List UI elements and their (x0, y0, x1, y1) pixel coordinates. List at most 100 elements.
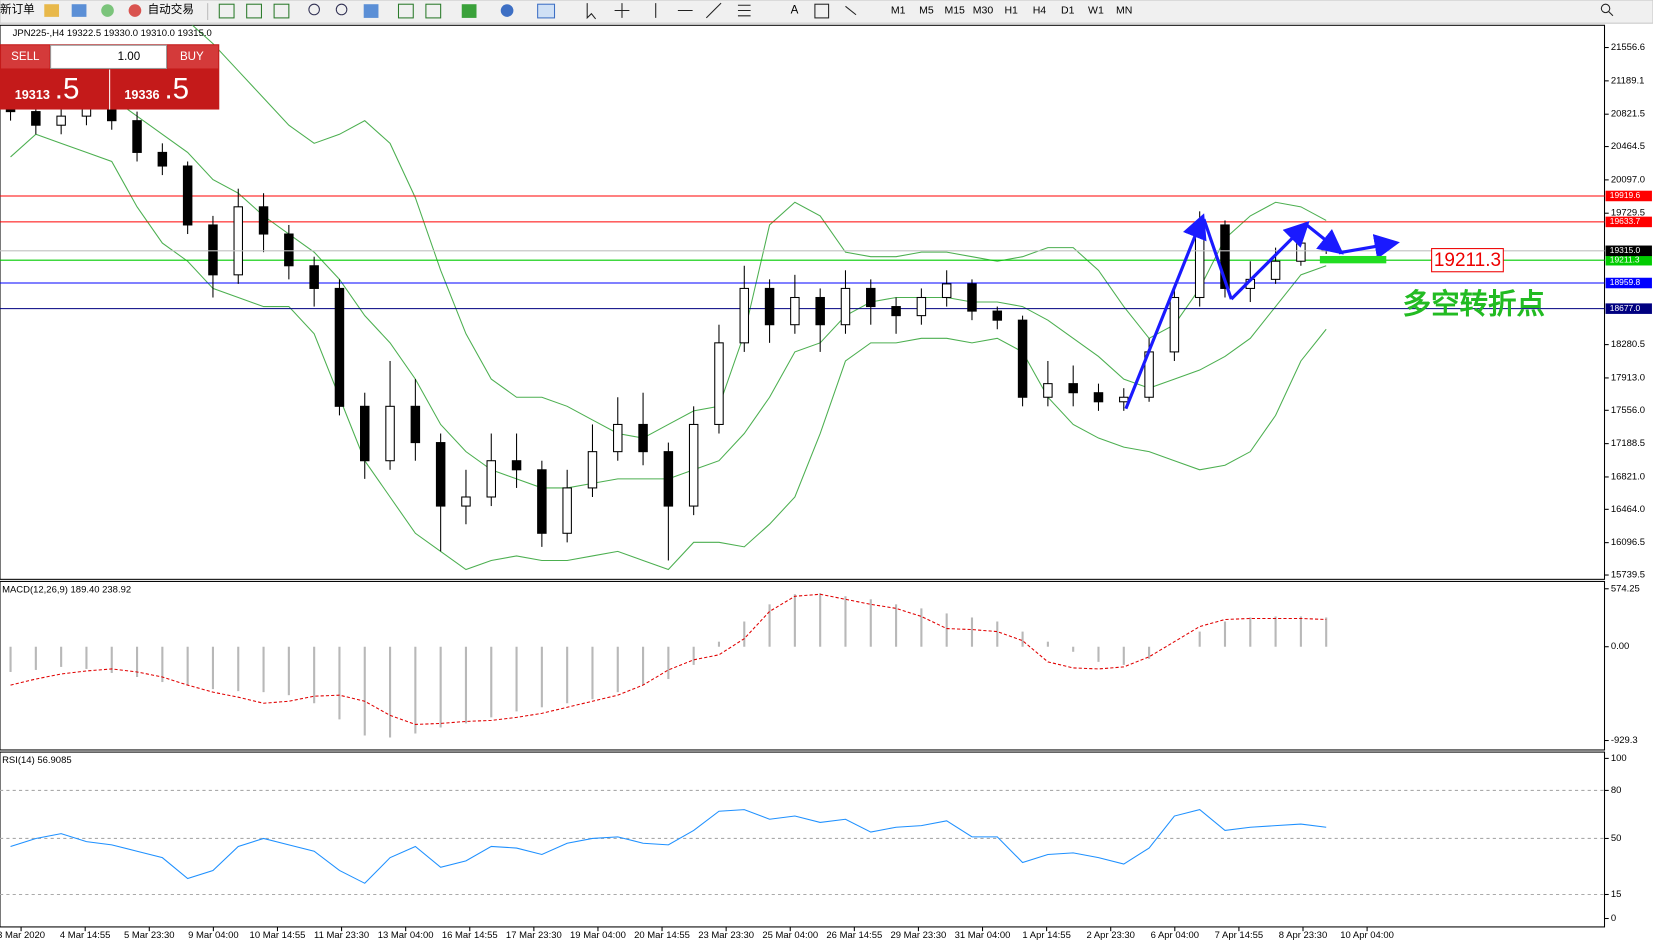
buy-pip[interactable]: .5 (164, 72, 189, 105)
x-tick-label: 10 Mar 14:55 (250, 930, 306, 941)
price-level-tag (1605, 216, 1652, 228)
icon[interactable] (71, 4, 87, 17)
y-tick-label: 20464.5 (1611, 141, 1645, 152)
price-level-tag (1605, 277, 1652, 289)
y-tick-label: 16096.5 (1611, 537, 1645, 548)
rsi-panel (0, 751, 1606, 928)
x-tick-label: 1 Apr 14:55 (1022, 930, 1070, 941)
sell-button[interactable] (1, 45, 50, 69)
timeframe-button[interactable]: M1 (891, 4, 906, 16)
search-icon[interactable] (1600, 3, 1611, 14)
candle-body (941, 283, 952, 299)
candle-body (866, 287, 876, 308)
y-tick-label: -929.3 (1611, 735, 1638, 746)
x-tick-label: 7 Apr 14:55 (1215, 930, 1263, 941)
sell-pip[interactable]: .5 (55, 72, 80, 105)
bollinger-band (191, 25, 1327, 439)
timeframe-button[interactable]: H1 (1004, 4, 1018, 16)
toolbar: 新订单 自动交易 A M1 M5 M15 M30 H1 H4 D1 W1 MN (0, 0, 1653, 24)
icon[interactable] (537, 3, 556, 19)
lot-input[interactable] (50, 44, 168, 69)
candle-body (663, 451, 674, 507)
icon[interactable] (101, 4, 114, 17)
candle-body (537, 469, 547, 534)
y-tick-label: 19729.5 (1611, 208, 1645, 219)
toolbar-bg (0, 0, 1653, 24)
sell-price[interactable]: 19313 (15, 88, 50, 102)
icon[interactable] (308, 3, 320, 16)
arrow (1202, 218, 1233, 300)
candle-body (562, 487, 572, 534)
price-level-label: 18677.0 (1610, 303, 1641, 313)
timeframe-button[interactable]: W1 (1088, 4, 1104, 16)
timeframe-button[interactable]: MN (1116, 4, 1132, 16)
timeframe-button[interactable]: H4 (1033, 4, 1047, 16)
buy-price[interactable]: 19336 (124, 88, 159, 102)
candle-body (511, 460, 522, 471)
auto-trading[interactable]: 自动交易 (148, 2, 194, 16)
icon[interactable] (397, 3, 414, 19)
y-tick-label: 20097.0 (1611, 174, 1645, 185)
icon[interactable] (461, 4, 477, 18)
one-click-panel: SELL 1.00 BUY 19313 .5 19336 .5 (0, 44, 220, 110)
y-tick-label: 15739.5 (1611, 570, 1645, 581)
price-level-label: 19919.6 (1610, 190, 1641, 200)
y-tick-label: 80 (1611, 785, 1622, 796)
new-order[interactable]: 新订单 (0, 2, 35, 16)
candle-body (1119, 396, 1129, 403)
icon[interactable] (425, 3, 442, 19)
timeframe-button[interactable]: M5 (919, 4, 934, 16)
x-tick-label: 11 Mar 23:30 (314, 930, 369, 941)
price-level-label: 19633.7 (1610, 216, 1641, 226)
timeframe-button[interactable]: M30 (973, 4, 994, 16)
icon[interactable] (44, 4, 60, 17)
icon[interactable] (218, 3, 235, 19)
x-tick-label: 8 Apr 23:30 (1279, 930, 1327, 941)
rsi-line (10, 809, 1327, 884)
x-tick-label: 19 Mar 04:00 (570, 930, 626, 941)
icon[interactable] (586, 3, 597, 20)
x-tick-label: 20 Mar 14:55 (634, 930, 690, 941)
y-tick-label: 574.25 (1611, 583, 1640, 594)
candle-body (790, 296, 800, 326)
icon[interactable] (655, 2, 751, 19)
candle-body (258, 206, 269, 235)
icon-text[interactable]: A (791, 5, 799, 17)
lot-value[interactable]: 1.00 (118, 51, 141, 63)
candle-body (157, 151, 168, 167)
search-icon[interactable] (1608, 11, 1614, 17)
price-level-label: 18959.8 (1610, 277, 1641, 287)
icon[interactable] (246, 3, 262, 19)
x-tick-label: 13 Mar 04:00 (378, 930, 434, 941)
icon[interactable] (845, 5, 857, 16)
candle-body (1270, 260, 1281, 280)
icon[interactable] (814, 3, 830, 19)
icon[interactable] (614, 3, 630, 18)
buy-label[interactable]: BUY (180, 51, 204, 63)
price-level-tag (1605, 254, 1652, 266)
y-tick-label: 15 (1611, 889, 1622, 900)
timeframe-button[interactable]: D1 (1061, 4, 1075, 16)
main-panel (0, 24, 1606, 580)
candle-body (891, 306, 901, 317)
icon[interactable] (500, 4, 514, 17)
timeframe-button[interactable]: M15 (944, 4, 965, 16)
x-tick-label: 5 Mar 23:30 (124, 930, 175, 941)
x-tick-label: 23 Mar 23:30 (698, 930, 754, 941)
candle-body (764, 287, 775, 326)
price-level-tag (1605, 303, 1652, 314)
candle-body (815, 296, 825, 326)
macd-signal (10, 593, 1327, 725)
buy-button[interactable] (167, 45, 219, 69)
y-tick-label: 21189.1 (1611, 75, 1645, 86)
icon[interactable] (335, 3, 348, 16)
candle-body (739, 287, 750, 344)
x-tick-label: 16 Mar 14:55 (442, 930, 498, 941)
y-tick-label: 17556.0 (1611, 405, 1645, 416)
sell-label[interactable]: SELL (11, 51, 40, 63)
candle-body (208, 224, 218, 276)
icon[interactable] (363, 4, 379, 18)
icon[interactable] (128, 4, 142, 17)
annotation-price: 19211.3 (1434, 250, 1501, 271)
icon[interactable] (273, 3, 290, 19)
